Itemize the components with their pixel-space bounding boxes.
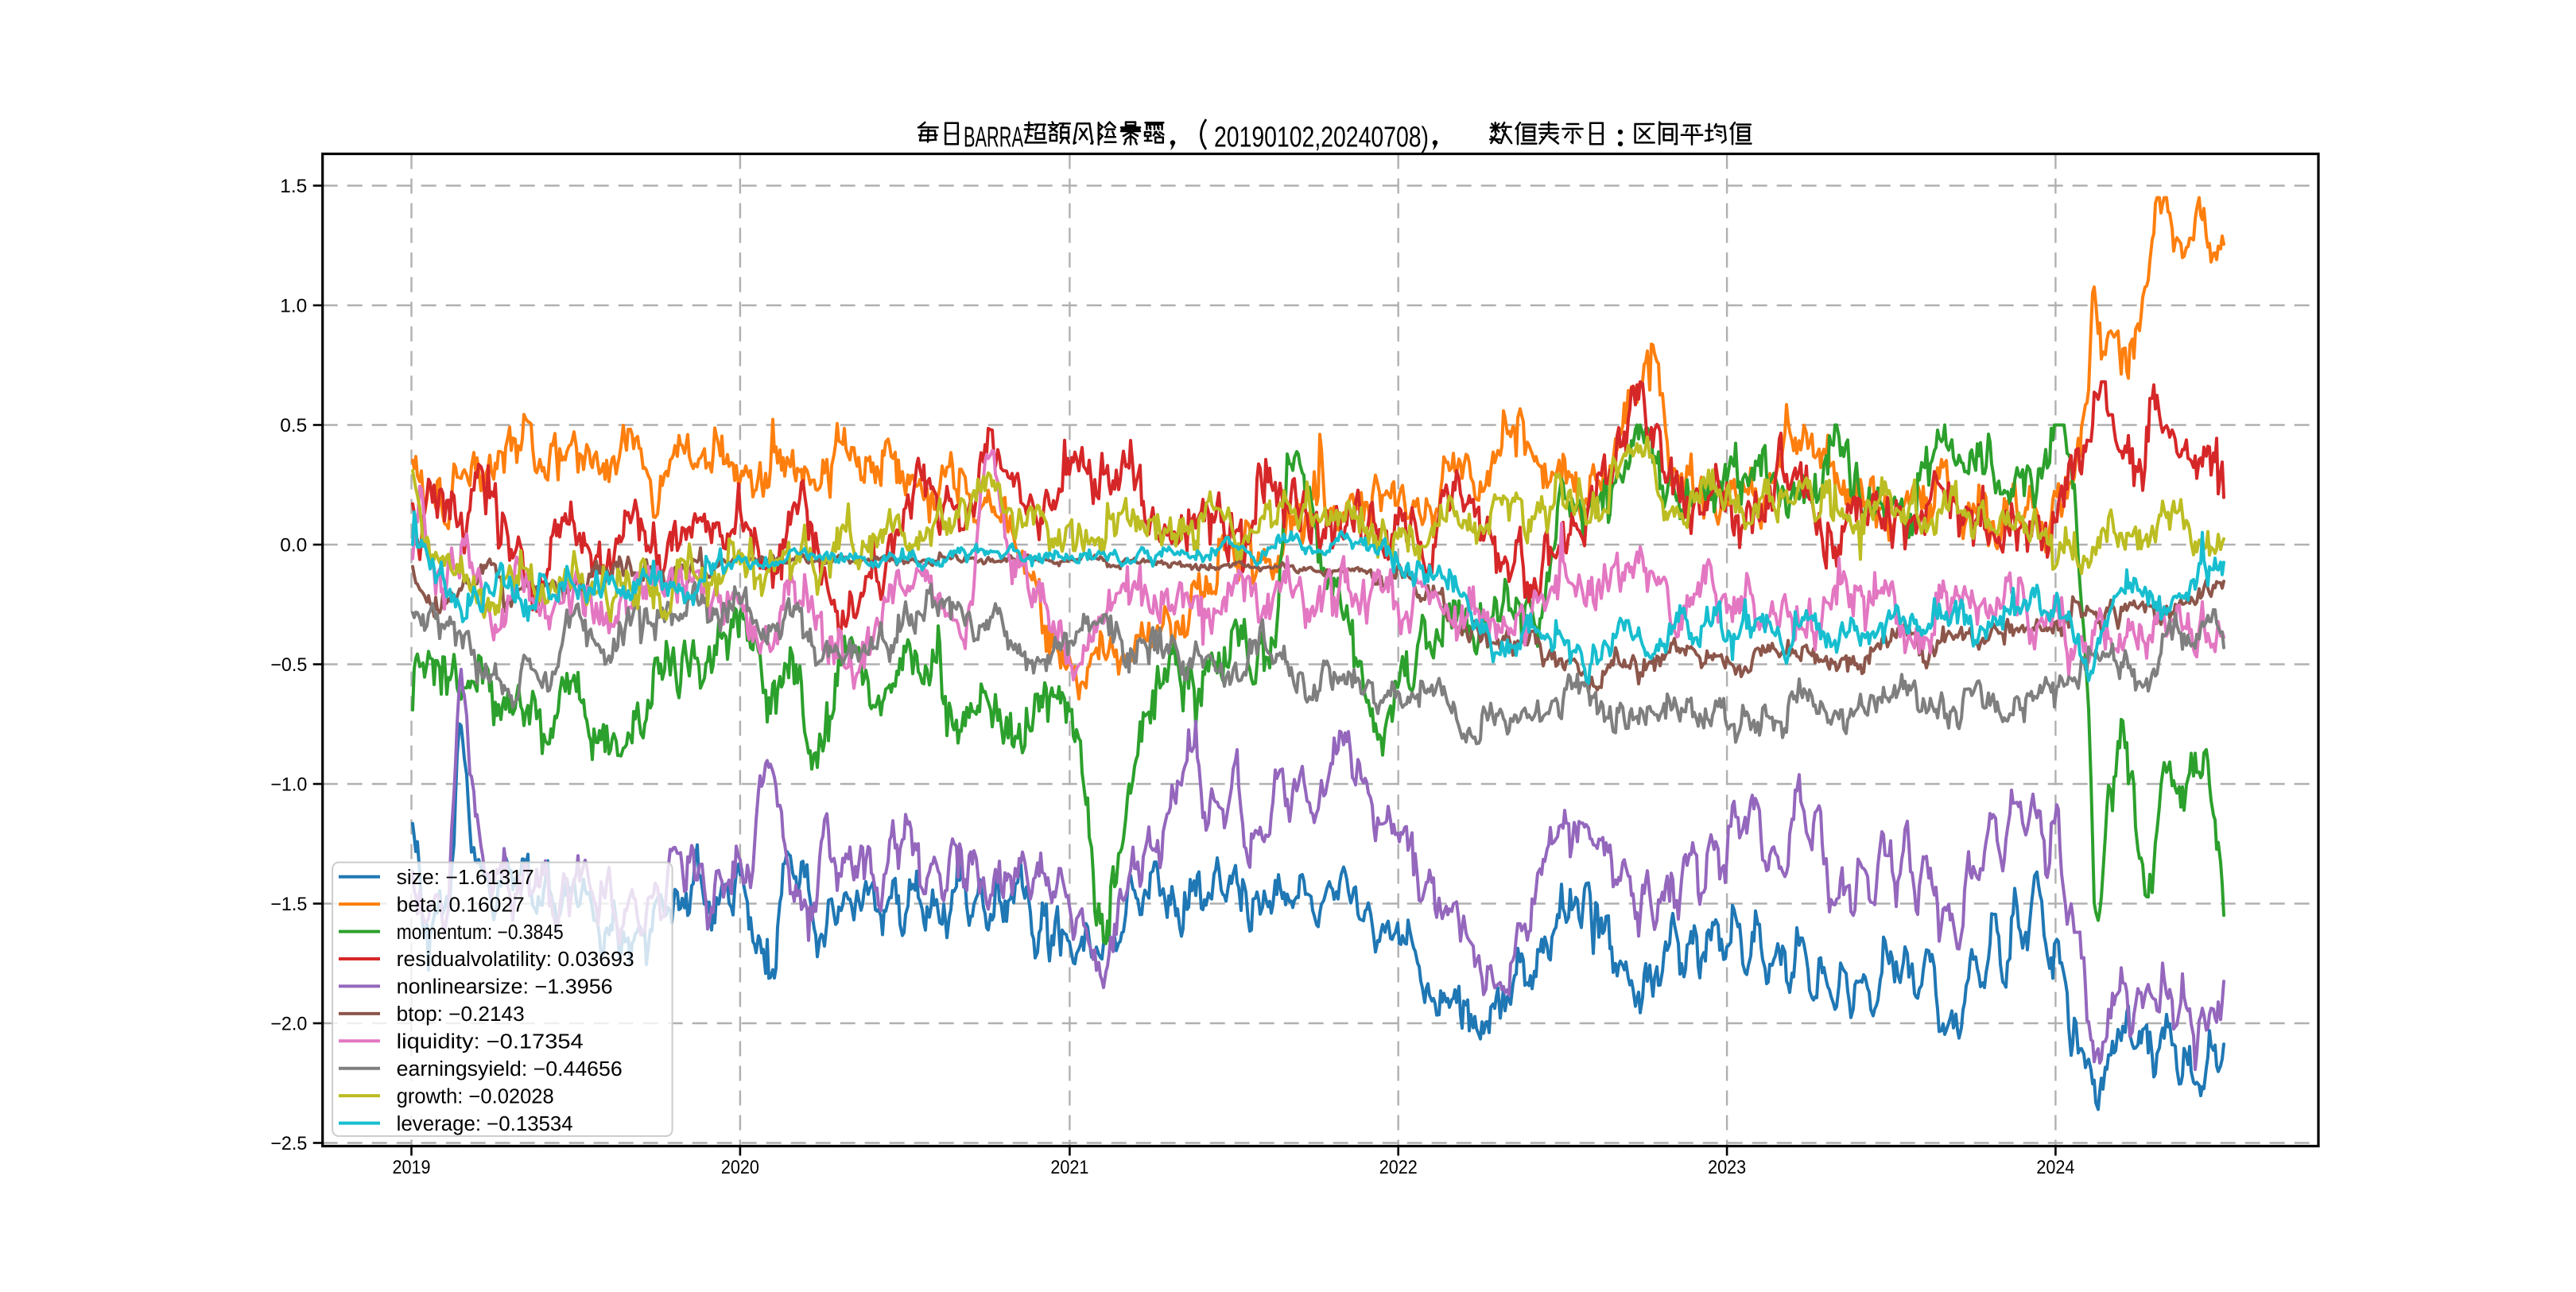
svg-text:2022: 2022	[1379, 1157, 1418, 1178]
svg-text:2019: 2019	[393, 1157, 431, 1178]
svg-text:2024: 2024	[2036, 1157, 2074, 1178]
svg-text:earningsyield: −0.44656: earningsyield: −0.44656	[397, 1058, 623, 1081]
svg-text:0.5: 0.5	[280, 415, 307, 436]
svg-text:momentum: −0.3845: momentum: −0.3845	[397, 921, 564, 944]
svg-text:0.0: 0.0	[280, 535, 307, 557]
svg-text:growth: −0.02028: growth: −0.02028	[397, 1085, 554, 1108]
svg-text:1.0: 1.0	[280, 296, 307, 317]
svg-text:residualvolatility: 0.03693: residualvolatility: 0.03693	[397, 949, 634, 971]
svg-text:1.5: 1.5	[280, 176, 307, 197]
svg-text:liquidity: −0.17354: liquidity: −0.17354	[397, 1031, 584, 1053]
svg-text:−1.0: −1.0	[270, 774, 307, 796]
svg-text:2020: 2020	[721, 1157, 759, 1178]
svg-text:btop: −0.2143: btop: −0.2143	[397, 1003, 525, 1026]
svg-text:BARRA: BARRA	[964, 121, 1023, 153]
svg-text:−1.5: −1.5	[270, 894, 307, 915]
svg-text:−2.5: −2.5	[270, 1133, 307, 1154]
svg-text:20190102,20240708): 20190102,20240708)	[1214, 121, 1429, 153]
svg-text:−0.5: −0.5	[270, 654, 307, 676]
svg-text:beta: 0.16027: beta: 0.16027	[397, 894, 525, 916]
svg-text:2021: 2021	[1050, 1157, 1088, 1178]
svg-text:size: −1.61317: size: −1.61317	[397, 867, 534, 889]
svg-text:−2.0: −2.0	[270, 1014, 307, 1035]
svg-text:leverage: −0.13534: leverage: −0.13534	[397, 1113, 573, 1135]
svg-text:nonlinearsize: −1.3956: nonlinearsize: −1.3956	[397, 976, 613, 999]
svg-text:2023: 2023	[1708, 1157, 1746, 1178]
